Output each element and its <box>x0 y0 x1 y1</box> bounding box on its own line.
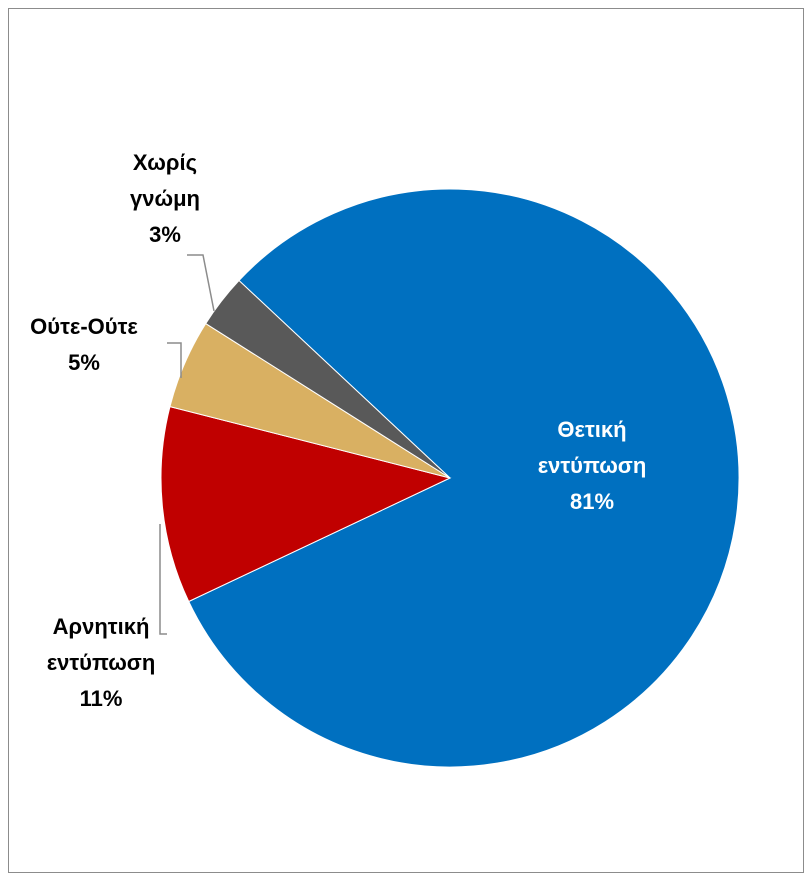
leader-line-1 <box>159 524 167 635</box>
data-label-percent: 5% <box>68 350 100 375</box>
data-labels: Θετική εντύπωση 81% Αρνητική εντύπωση 11% Ούτε… <box>30 150 646 711</box>
pie-slices <box>160 188 740 768</box>
data-label-percent: 11% <box>80 686 123 711</box>
leader-line-2 <box>167 342 182 378</box>
data-label-1: Αρνητική εντύπωση 11% <box>47 614 156 711</box>
data-label-text: Αρνητική <box>53 614 150 639</box>
data-label-text: Ούτε-Ούτε <box>30 314 138 339</box>
pie-slice-3 <box>205 279 451 479</box>
data-label-text: εντύπωση <box>538 453 647 478</box>
data-label-percent: 3% <box>149 222 181 247</box>
data-label-2: Ούτε-Ούτε 5% <box>30 314 138 375</box>
data-label-0: Θετική εντύπωση 81% <box>538 417 647 514</box>
pie-slice-1 <box>160 406 452 603</box>
leader-line-3 <box>187 254 215 312</box>
data-label-text: εντύπωση <box>47 650 156 675</box>
data-label-3: Χωρίς γνώμη 3% <box>130 150 200 247</box>
leader-lines <box>159 254 215 635</box>
data-label-text: Θετική <box>557 417 626 442</box>
data-label-percent: 81% <box>570 489 614 514</box>
data-label-text: γνώμη <box>130 186 200 211</box>
pie-slice-0 <box>188 188 740 768</box>
data-label-text: Χωρίς <box>133 150 197 175</box>
